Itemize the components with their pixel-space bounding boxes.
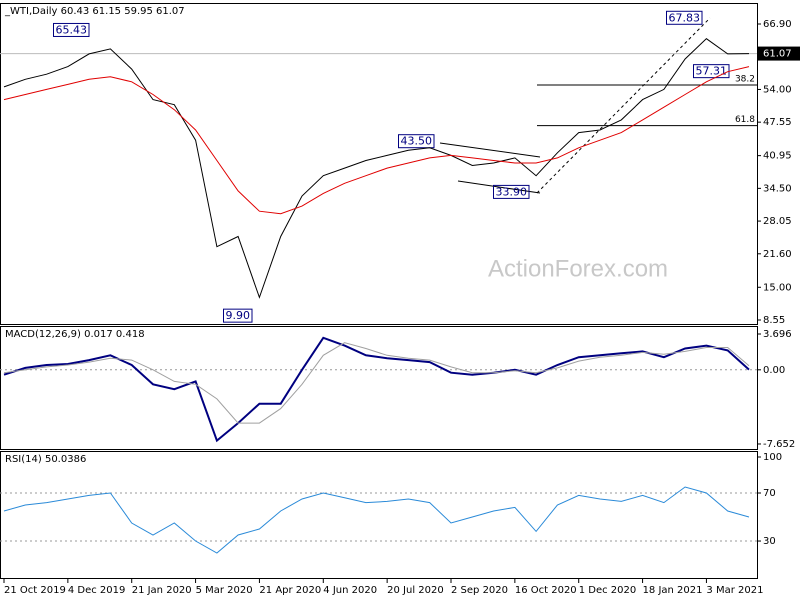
annotation-box	[493, 184, 530, 199]
x-tick-label: 18 Jan 2021	[643, 585, 703, 596]
y-tick-label: 70	[763, 488, 776, 499]
x-tick-label: 3 Mar 2021	[706, 585, 763, 596]
annotation: 43.50	[401, 135, 433, 148]
y-tick-label: 3.696	[763, 329, 792, 340]
y-tick-label: 30	[763, 536, 776, 547]
x-tick-label: 21 Apr 2020	[259, 585, 321, 596]
x-tick-label: 16 Oct 2020	[515, 585, 577, 596]
panel-title: _WTI,Daily 60.43 61.15 59.95 61.07	[4, 6, 185, 17]
y-tick-label: 28.05	[763, 216, 792, 227]
x-tick-label: 5 Mar 2020	[196, 585, 253, 596]
y-tick-label: 47.55	[763, 117, 792, 128]
y-tick-label: 40.95	[763, 151, 792, 162]
trend-line	[536, 17, 711, 194]
x-tick-label: 21 Jan 2020	[132, 585, 192, 596]
panel-title: MACD(12,26,9) 0.017 0.418	[5, 329, 145, 340]
y-tick-label: 21.60	[763, 249, 792, 260]
x-tick-label: 2 Sep 2020	[451, 585, 508, 596]
series-line	[3, 486, 750, 554]
panel-frame	[0, 451, 758, 579]
price-label-box	[758, 46, 800, 61]
channel-line	[457, 180, 541, 194]
annotation-box	[398, 134, 435, 149]
y-tick-label: 34.50	[763, 183, 792, 194]
y-tick-label: 15.00	[763, 282, 792, 293]
series-line	[3, 38, 750, 299]
price-label: 61.07	[763, 49, 792, 60]
annotation: 9.90	[226, 309, 251, 322]
annotation: 67.83	[669, 11, 701, 24]
fib-label: 38.2	[735, 75, 755, 85]
y-tick-label: 54.00	[763, 84, 792, 95]
fib-label: 61.8	[735, 115, 755, 125]
panel-frame	[0, 326, 758, 450]
panel-title: RSI(14) 50.0386	[5, 454, 86, 465]
x-tick-label: 20 Jul 2020	[387, 585, 444, 596]
panel-frame	[0, 3, 758, 325]
y-tick-label: -7.652	[763, 439, 795, 450]
x-tick-label: 4 Dec 2019	[68, 585, 126, 596]
y-tick-label: 0.00	[763, 365, 785, 376]
watermark: ActionForex.com	[488, 255, 668, 282]
y-tick-label: 100	[763, 452, 782, 463]
annotation-box	[223, 308, 253, 323]
annotation: 65.43	[56, 23, 88, 36]
x-tick-label: 4 Jun 2020	[323, 585, 377, 596]
annotation: 57.31	[696, 65, 728, 78]
series-line	[3, 66, 750, 215]
annotation-box	[53, 22, 90, 37]
x-tick-label: 21 Oct 2019	[4, 585, 66, 596]
series-line	[3, 342, 750, 424]
annotation: 33.90	[496, 185, 528, 198]
channel-line	[439, 142, 541, 158]
annotation-box	[666, 10, 703, 25]
series-line	[3, 336, 750, 443]
y-tick-label: 8.55	[763, 315, 785, 326]
x-tick-label: 1 Dec 2020	[579, 585, 637, 596]
y-tick-label: 66.90	[763, 19, 792, 30]
